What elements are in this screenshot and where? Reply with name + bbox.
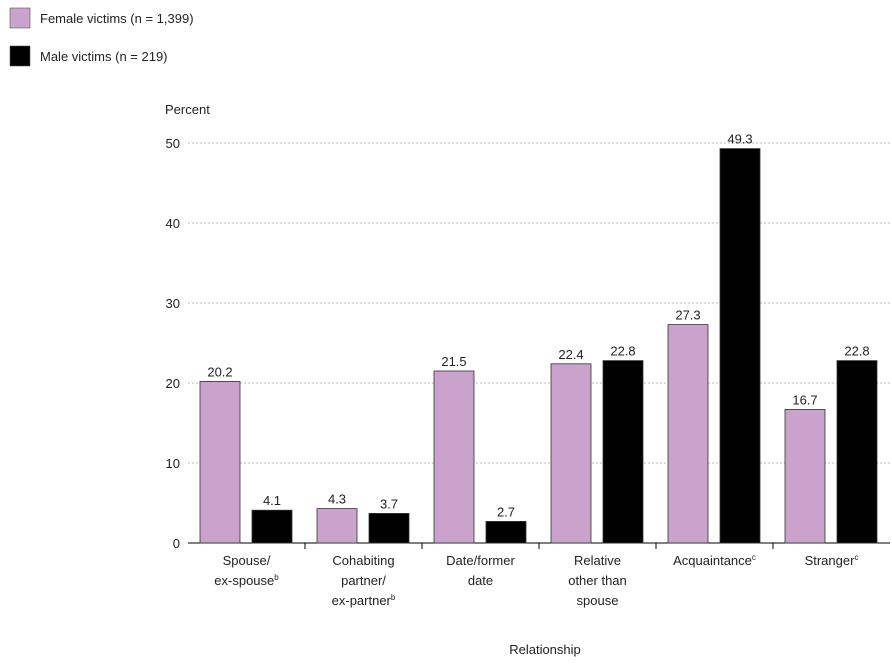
bar (316, 508, 358, 544)
value-label: 2.7 (497, 504, 515, 519)
value-label: 27.3 (675, 308, 700, 323)
value-label: 22.4 (558, 347, 583, 362)
bar (784, 408, 826, 544)
bar (550, 363, 592, 544)
value-label: 20.2 (207, 364, 232, 379)
x-tick-label: Spouse/ex-spouseb (214, 553, 279, 588)
value-label: 22.8 (844, 344, 869, 359)
bar (251, 509, 293, 544)
y-tick-label: 40 (166, 216, 180, 231)
x-tick-label: Relative other than spouse (568, 553, 627, 608)
value-label: 49.3 (727, 132, 752, 147)
bar (667, 324, 709, 544)
y-tick-label: 10 (166, 456, 180, 471)
legend-swatch (9, 45, 31, 67)
value-label: 16.7 (792, 392, 817, 407)
footnote-mark: b (274, 573, 279, 582)
y-tick-label: 0 (173, 536, 180, 551)
footnote-mark: b (391, 593, 396, 602)
legend-label: Female victims (n = 1,399) (40, 11, 194, 26)
footnote-mark: c (854, 553, 858, 562)
bar (368, 513, 410, 544)
x-axis-label: Relationship (509, 642, 581, 657)
bar (433, 370, 475, 544)
legend-swatch (9, 7, 31, 29)
value-label: 4.1 (263, 493, 281, 508)
value-label: 21.5 (441, 354, 466, 369)
footnote-mark: c (752, 553, 756, 562)
y-tick-label: 30 (166, 296, 180, 311)
x-tick-label: Date/former date (446, 553, 515, 588)
bar (485, 521, 527, 544)
y-tick-label: 50 (166, 136, 180, 151)
bar (719, 148, 761, 544)
bar (836, 360, 878, 544)
x-tick-label: Acquaintancec (673, 553, 756, 568)
bar (199, 380, 241, 544)
y-tick-label: 20 (166, 376, 180, 391)
x-tick-label: Strangerc (805, 553, 859, 568)
y-axis-label: Percent (165, 102, 210, 117)
legend-label: Male victims (n = 219) (40, 49, 168, 64)
bar (602, 360, 644, 544)
value-label: 22.8 (610, 344, 635, 359)
value-label: 3.7 (380, 496, 398, 511)
value-label: 4.3 (328, 492, 346, 507)
x-tick-label: Cohabiting partner/ex-partnerb (332, 553, 396, 608)
